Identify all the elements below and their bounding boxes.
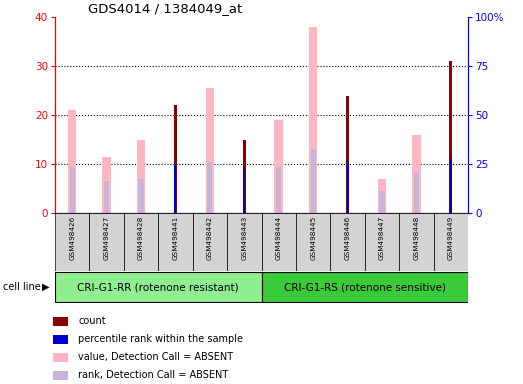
Bar (70, 167, 75, 213)
Bar (89, 213, 124, 271)
Bar (311, 149, 316, 213)
Bar (378, 179, 386, 213)
Bar (347, 162, 349, 213)
Text: GDS4014 / 1384049_at: GDS4014 / 1384049_at (88, 2, 242, 15)
Text: GSM498428: GSM498428 (138, 216, 144, 260)
Bar (450, 159, 452, 213)
Text: rank, Detection Call = ABSENT: rank, Detection Call = ABSENT (78, 370, 229, 380)
Text: CRI-G1-RS (rotenone sensitive): CRI-G1-RS (rotenone sensitive) (284, 282, 446, 292)
Text: cell line: cell line (3, 282, 40, 292)
Text: value, Detection Call = ABSENT: value, Detection Call = ABSENT (78, 352, 233, 362)
Bar (243, 140, 246, 213)
Bar (192, 213, 227, 271)
Bar (449, 61, 452, 213)
Text: GSM498445: GSM498445 (310, 216, 316, 260)
Bar (53, 334, 68, 344)
Bar (55, 213, 89, 271)
Text: GSM498449: GSM498449 (448, 216, 454, 260)
Bar (365, 213, 399, 271)
Bar (412, 135, 420, 213)
Bar (158, 213, 192, 271)
Bar (206, 88, 214, 213)
Bar (243, 167, 245, 213)
Bar (103, 157, 111, 213)
Bar (174, 164, 176, 213)
Text: GSM498448: GSM498448 (414, 216, 419, 260)
Bar (262, 272, 468, 302)
Text: GSM498443: GSM498443 (241, 216, 247, 260)
Text: percentile rank within the sample: percentile rank within the sample (78, 334, 243, 344)
Bar (207, 162, 212, 213)
Bar (262, 213, 296, 271)
Text: CRI-G1-RR (rotenone resistant): CRI-G1-RR (rotenone resistant) (77, 282, 239, 292)
Text: GSM498444: GSM498444 (276, 216, 282, 260)
Bar (124, 213, 158, 271)
Bar (414, 172, 419, 213)
Bar (379, 191, 384, 213)
Bar (276, 167, 281, 213)
Bar (139, 179, 144, 213)
Bar (174, 106, 177, 213)
Bar (55, 272, 262, 302)
Text: count: count (78, 316, 106, 326)
Bar (53, 316, 68, 326)
Text: GSM498441: GSM498441 (173, 216, 178, 260)
Text: GSM498442: GSM498442 (207, 216, 213, 260)
Bar (227, 213, 262, 271)
Bar (137, 140, 145, 213)
Text: GSM498446: GSM498446 (345, 216, 350, 260)
Text: ▶: ▶ (42, 282, 50, 292)
Bar (275, 120, 283, 213)
Text: GSM498447: GSM498447 (379, 216, 385, 260)
Bar (331, 213, 365, 271)
Bar (104, 181, 109, 213)
Bar (296, 213, 331, 271)
Bar (68, 110, 76, 213)
Bar (399, 213, 434, 271)
Bar (53, 353, 68, 362)
Bar (346, 96, 349, 213)
Bar (309, 27, 317, 213)
Text: GSM498427: GSM498427 (104, 216, 109, 260)
Bar (53, 371, 68, 379)
Bar (434, 213, 468, 271)
Text: GSM498426: GSM498426 (69, 216, 75, 260)
